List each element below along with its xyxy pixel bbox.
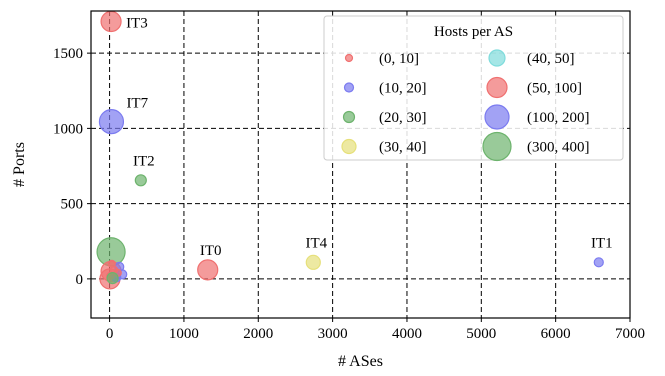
data-point: [197, 259, 219, 281]
data-point: [98, 109, 125, 135]
legend-label: (40, 50]: [527, 51, 575, 67]
y-tick-label: 0: [76, 272, 84, 288]
point-annotation: IT1: [591, 235, 613, 251]
legend-marker: [488, 49, 506, 67]
legend-marker: [341, 138, 357, 155]
point-annotation: IT7: [126, 96, 148, 112]
data-point: [593, 257, 604, 268]
points-layer: [96, 10, 604, 290]
legend-label: (0, 10]: [379, 51, 419, 67]
legend-marker: [342, 110, 356, 124]
legend-label: (30, 40]: [379, 140, 427, 156]
legend-marker: [344, 53, 354, 63]
ticks-layer: 0 1000 2000 3000 4000 5000 6000 7000 0 500 1000 150…: [53, 46, 645, 342]
y-tick-label: 1500: [53, 46, 83, 62]
annotations-layer: IT3 IT7 IT2 IT0 IT4 IT1: [126, 16, 613, 259]
legend: Hosts per AS (0, 10] (10, 20] (20, 30] (30,…: [323, 15, 624, 162]
y-axis-title: # Ports: [11, 142, 28, 187]
legend-label: (300, 400]: [527, 140, 590, 156]
point-annotation: IT3: [126, 16, 148, 32]
point-annotation: IT2: [133, 153, 155, 169]
data-point: [100, 10, 122, 33]
data-point: [106, 272, 119, 285]
legend-marker: [486, 76, 508, 99]
legend-label: (50, 100]: [527, 81, 582, 97]
legend-marker: [482, 131, 512, 162]
x-axis-title: # ASes: [338, 353, 383, 370]
x-tick-label: 7000: [615, 326, 645, 342]
legend-box: [323, 15, 624, 161]
x-tick-label: 4000: [392, 326, 422, 342]
y-tick-label: 500: [61, 197, 84, 213]
data-point: [134, 174, 147, 187]
x-tick-label: 1000: [169, 326, 199, 342]
x-tick-label: 0: [106, 326, 114, 342]
y-tick-label: 1000: [53, 121, 83, 137]
legend-label: (20, 30]: [379, 110, 427, 126]
data-point: [107, 259, 116, 268]
legend-marker: [484, 104, 510, 130]
x-tick-label: 6000: [541, 326, 571, 342]
plot-frame: [90, 10, 631, 319]
legend-title: Hosts per AS: [434, 24, 513, 40]
legend-marker: [343, 82, 355, 93]
legend-label: (100, 200]: [527, 110, 590, 126]
data-point: [305, 254, 321, 270]
point-annotation: IT0: [200, 243, 222, 259]
x-tick-label: 5000: [466, 326, 496, 342]
point-annotation: IT4: [305, 235, 327, 251]
x-tick-label: 3000: [318, 326, 348, 342]
legend-label: (10, 20]: [379, 81, 427, 97]
x-tick-label: 2000: [243, 326, 273, 342]
